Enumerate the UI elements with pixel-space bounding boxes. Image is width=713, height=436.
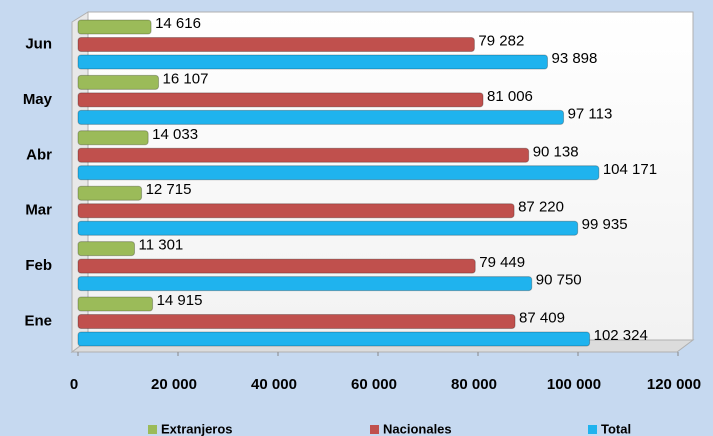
- x-tick-label: 60 000: [351, 376, 397, 393]
- value-label: 90 750: [536, 272, 582, 289]
- value-label: 16 107: [163, 70, 209, 87]
- x-tick-label: 0: [70, 376, 78, 393]
- bar: [77, 296, 154, 312]
- value-label: 93 898: [551, 50, 597, 67]
- bar: [77, 331, 591, 347]
- bar: [77, 276, 533, 292]
- value-label: 104 171: [603, 161, 657, 178]
- bar: [77, 19, 152, 35]
- bar: [77, 147, 530, 163]
- legend-label: Extranjeros: [161, 421, 233, 436]
- value-label: 79 449: [479, 254, 525, 271]
- x-tick-label: 40 000: [251, 376, 297, 393]
- category-label: May: [23, 91, 53, 108]
- bar: [77, 54, 548, 70]
- bar: [77, 314, 516, 329]
- category-label: Jun: [25, 35, 52, 52]
- category-label: Ene: [24, 312, 52, 329]
- value-label: 14 616: [155, 15, 201, 32]
- value-label: 102 324: [594, 327, 648, 344]
- value-label: 11 301: [139, 237, 184, 254]
- value-label: 99 935: [582, 216, 628, 233]
- category-label: Feb: [25, 257, 52, 274]
- category-label: Abr: [26, 146, 52, 163]
- legend-label: Nacionales: [383, 421, 452, 436]
- legend-swatch: [148, 425, 157, 434]
- bar: [77, 74, 160, 90]
- bar: [77, 258, 476, 274]
- legend-swatch: [588, 425, 597, 434]
- bar: [77, 109, 565, 125]
- bar: [77, 37, 475, 52]
- value-label: 81 006: [487, 88, 533, 105]
- bar: [77, 203, 515, 219]
- value-label: 14 033: [152, 126, 198, 143]
- value-label: 87 409: [519, 309, 565, 326]
- x-tick-label: 100 000: [547, 376, 601, 393]
- bar: [77, 241, 136, 257]
- x-tick-label: 80 000: [451, 376, 497, 393]
- category-label: Mar: [25, 202, 52, 219]
- bar: [77, 130, 149, 146]
- bar: [77, 220, 579, 236]
- value-label: 87 220: [518, 199, 564, 216]
- value-label: 97 113: [568, 105, 613, 122]
- legend-label: Total: [601, 421, 631, 436]
- value-label: 14 915: [157, 292, 203, 309]
- value-label: 79 282: [478, 32, 524, 49]
- value-label: 12 715: [146, 181, 192, 198]
- value-label: 90 138: [533, 143, 579, 160]
- bar: [77, 165, 600, 181]
- bar: [77, 185, 143, 201]
- bar: [77, 92, 484, 108]
- x-tick-label: 120 000: [647, 376, 701, 393]
- x-tick-label: 20 000: [151, 376, 197, 393]
- legend-swatch: [370, 425, 379, 434]
